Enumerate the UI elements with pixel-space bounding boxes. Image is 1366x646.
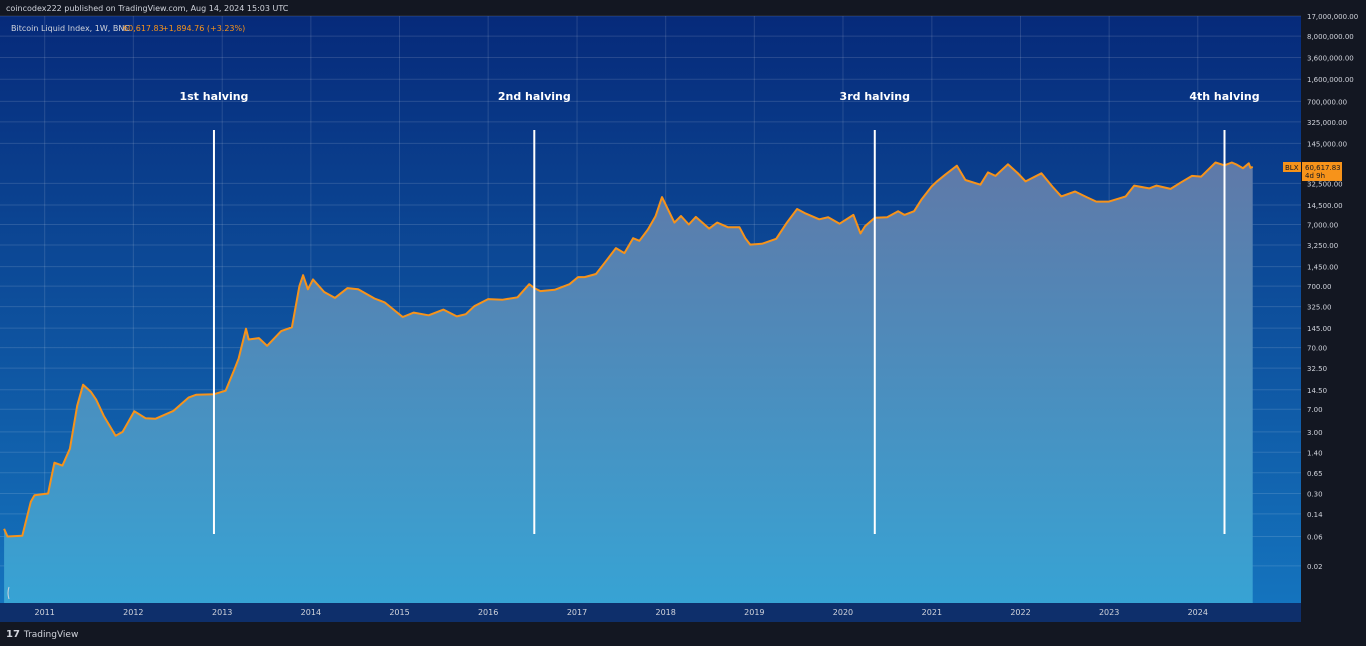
x-tick-label: 2024 xyxy=(1188,608,1208,617)
price-tag-symbol: BLX xyxy=(1285,164,1299,172)
footer-brand[interactable]: 17 TradingView xyxy=(6,629,78,640)
tradingview-logo-icon: 17 xyxy=(6,629,20,640)
y-tick-label: 1,450.00 xyxy=(1307,264,1338,272)
halving-label: 2nd halving xyxy=(498,90,571,103)
y-tick-label: 14,500.00 xyxy=(1307,202,1343,210)
legend-symbol: Bitcoin Liquid Index, 1W, BNC xyxy=(11,24,130,33)
y-tick-label: 32,500.00 xyxy=(1307,180,1343,188)
x-tick-label: 2016 xyxy=(478,608,498,617)
y-tick-label: 3.00 xyxy=(1307,429,1323,437)
y-tick-label: 70.00 xyxy=(1307,345,1327,353)
price-area-fill xyxy=(4,162,1253,603)
y-tick-label: 700.00 xyxy=(1307,283,1332,291)
y-tick-label: 0.06 xyxy=(1307,534,1323,542)
y-tick-label: 3,250.00 xyxy=(1307,242,1338,250)
y-tick-label: 325,000.00 xyxy=(1307,119,1347,127)
y-tick-label: 7,000.00 xyxy=(1307,221,1338,229)
y-tick-label: 0.65 xyxy=(1307,470,1323,478)
y-tick-label: 0.02 xyxy=(1307,563,1323,571)
legend-change: +1,894.76 (+3.23%) xyxy=(162,24,245,33)
x-tick-label: 2018 xyxy=(655,608,675,617)
x-tick-label: 2023 xyxy=(1099,608,1119,617)
publication-header: coincodex222 published on TradingView.co… xyxy=(6,4,289,13)
price-tag-value: 60,617.83 xyxy=(1305,164,1341,172)
x-tick-label: 2020 xyxy=(833,608,853,617)
y-tick-label: 145,000.00 xyxy=(1307,140,1347,148)
x-tick-label: 2022 xyxy=(1010,608,1030,617)
x-tick-label: 2011 xyxy=(35,608,55,617)
y-axis-ticks: 17,000,000.00 8,000,000.00 3,600,000.00 1,6… xyxy=(1307,13,1358,571)
y-tick-label: 0.14 xyxy=(1307,511,1323,519)
x-tick-label: 2017 xyxy=(567,608,587,617)
y-tick-label: 32.50 xyxy=(1307,365,1327,373)
y-tick-label: 14.50 xyxy=(1307,387,1327,395)
x-tick-label: 2012 xyxy=(123,608,143,617)
y-tick-label: 1.40 xyxy=(1307,449,1323,457)
x-tick-label: 2014 xyxy=(301,608,321,617)
price-axis-background xyxy=(1301,16,1366,622)
y-tick-label: 0.30 xyxy=(1307,490,1323,498)
x-tick-label: 2021 xyxy=(922,608,942,617)
x-tick-label: 2019 xyxy=(744,608,764,617)
y-tick-label: 8,000,000.00 xyxy=(1307,33,1354,41)
halving-label: 4th halving xyxy=(1189,90,1259,103)
y-tick-label: 145.00 xyxy=(1307,325,1332,333)
x-axis-ticks: 2011 2012 2013 2014 2015 2016 2017 2018 2019 2020… xyxy=(35,608,1208,617)
y-tick-label: 17,000,000.00 xyxy=(1307,13,1358,21)
footer-brand-text: TradingView xyxy=(23,629,79,640)
price-line[interactable] xyxy=(3,161,1254,538)
y-tick-label: 325.00 xyxy=(1307,304,1332,312)
halving-label: 1st halving xyxy=(179,90,248,103)
y-tick-label: 1,600,000.00 xyxy=(1307,76,1354,84)
scroll-handle-icon[interactable] xyxy=(7,586,10,600)
time-axis-background xyxy=(0,603,1301,622)
last-price-tag[interactable]: BLX 60,617.83 4d 9h xyxy=(1283,162,1342,181)
y-tick-label: 3,600,000.00 xyxy=(1307,55,1354,63)
x-tick-label: 2015 xyxy=(389,608,409,617)
halving-markers: 1st halving 2nd halving 3rd halving 4th hal… xyxy=(179,90,1260,534)
x-tick-label: 2013 xyxy=(212,608,232,617)
halving-label: 3rd halving xyxy=(840,90,910,103)
y-tick-label: 700,000.00 xyxy=(1307,98,1347,106)
y-tick-label: 7.00 xyxy=(1307,406,1323,414)
legend-price: 60,617.83 xyxy=(123,24,164,33)
price-tag-countdown: 4d 9h xyxy=(1305,172,1325,180)
chart-legend: Bitcoin Liquid Index, 1W, BNC 60,617.83 … xyxy=(11,24,245,33)
